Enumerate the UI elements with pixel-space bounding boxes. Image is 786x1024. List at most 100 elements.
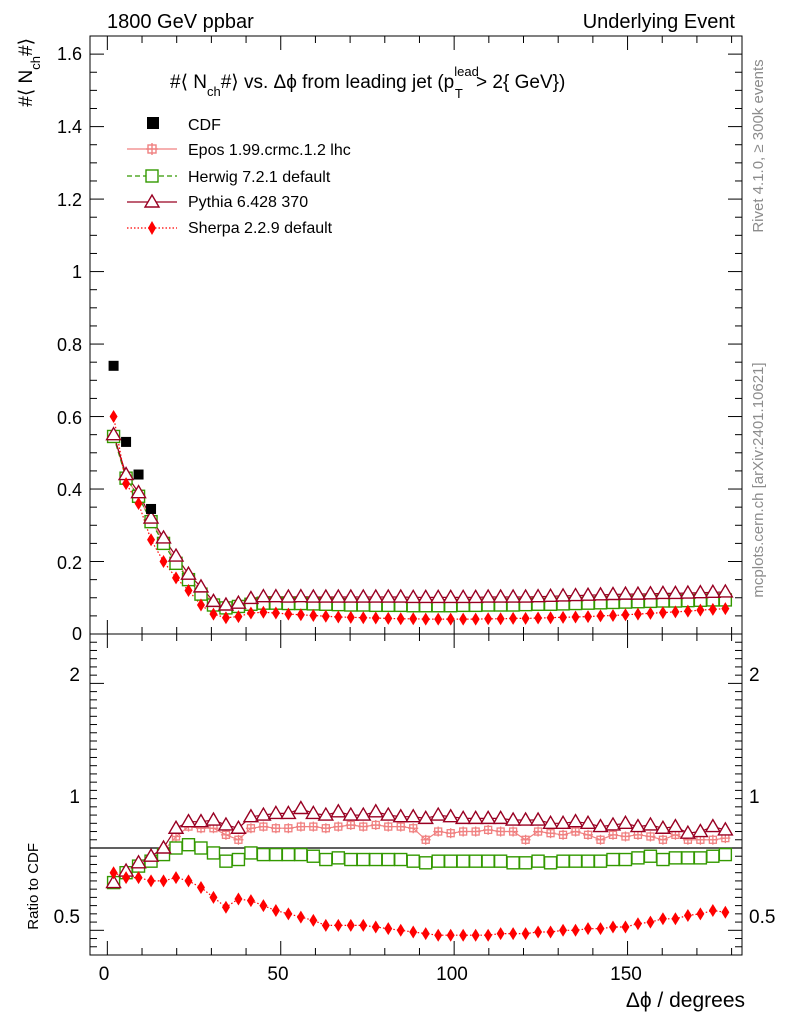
main-axis-ticks: [90, 36, 742, 635]
data-point: [380, 806, 397, 821]
data-point: [296, 608, 305, 622]
data-point: [618, 852, 633, 867]
data-point: [558, 829, 569, 840]
data-point: [592, 586, 609, 601]
data-point: [717, 583, 734, 598]
data-point: [483, 824, 494, 835]
data-point: [654, 819, 672, 834]
data-point: [617, 585, 634, 600]
data-point: [446, 612, 455, 626]
data-point: [508, 826, 519, 837]
data-point: [542, 814, 559, 830]
data-point: [471, 928, 480, 942]
ylabel-part-b: #⟩: [16, 38, 37, 56]
data-point: [169, 841, 183, 855]
data-point: [646, 606, 655, 620]
data-point: [256, 847, 271, 862]
data-point: [309, 913, 318, 927]
series-line-herwig: [113, 436, 726, 609]
data-point: [521, 611, 530, 625]
legend-marker-sherpa: [148, 221, 156, 235]
data-point: [384, 611, 393, 625]
data-point: [520, 834, 531, 845]
title-sub-t: T: [455, 86, 463, 101]
ratio-points-pythia: [105, 800, 734, 889]
data-point: [596, 922, 605, 936]
data-point: [309, 609, 318, 623]
data-point: [683, 604, 692, 618]
data-point: [258, 821, 269, 832]
data-point: [147, 874, 156, 888]
ratio-y-axis-title: Ratio to CDF: [25, 843, 42, 930]
data-point: [479, 588, 497, 603]
data-point: [319, 852, 333, 867]
ratio-tick-label: 0.5: [54, 907, 80, 928]
x-tick-labels: 0 50 100 150: [99, 964, 642, 985]
data-point: [280, 588, 297, 603]
legend-label-sherpa: Sherpa 2.2.9 default: [188, 220, 333, 237]
data-point: [458, 826, 469, 837]
data-point: [506, 856, 520, 870]
data-point: [554, 587, 572, 602]
legend-label-herwig: Herwig 7.2.1 default: [188, 169, 331, 186]
data-point: [417, 809, 434, 825]
data-point: [306, 849, 321, 863]
data-point: [593, 854, 608, 868]
data-point: [192, 813, 210, 828]
data-point: [231, 852, 246, 867]
data-point: [459, 612, 468, 626]
data-point: [155, 839, 172, 854]
data-point: [706, 849, 720, 863]
y-tick-label: 0: [72, 624, 82, 644]
y-tick-label: 0.8: [57, 335, 82, 355]
data-point: [693, 851, 708, 865]
data-point: [631, 851, 645, 865]
data-point: [209, 890, 218, 904]
ratio-line-sherpa: [113, 872, 726, 936]
x-tick-label: 100: [436, 964, 468, 985]
title-sub-ch: ch: [207, 84, 221, 99]
data-point: [267, 805, 285, 820]
main-y-tick-labels: 0 0.2 0.4 0.6 0.8 1 1.2 1.4 1.6: [57, 44, 82, 644]
data-point: [180, 565, 197, 580]
legend-marker-cdf: [147, 117, 159, 129]
data-point: [270, 823, 281, 834]
data-point: [667, 585, 684, 600]
data-point: [606, 852, 620, 867]
data-point: [172, 871, 181, 885]
data-point: [671, 912, 680, 926]
legend-label-cdf: CDF: [188, 117, 221, 134]
data-point: [371, 611, 380, 625]
legend-label-epos: Epos 1.99.crmc.1.2 lhc: [188, 142, 351, 159]
data-point: [196, 598, 205, 612]
data-point: [481, 854, 495, 868]
data-point: [419, 856, 433, 870]
legend-marker-herwig: [145, 169, 159, 183]
data-point: [692, 584, 709, 599]
data-point: [583, 829, 594, 840]
data-point: [220, 829, 231, 840]
data-point: [295, 821, 306, 832]
data-point: [121, 436, 132, 447]
data-point: [221, 611, 230, 625]
data-point: [134, 497, 143, 511]
data-point: [269, 847, 283, 862]
data-point: [431, 854, 445, 868]
data-point: [621, 920, 630, 934]
series-line-epos: [113, 434, 726, 608]
data-point: [529, 811, 547, 826]
data-point: [708, 904, 717, 918]
data-point: [358, 821, 369, 832]
data-point: [244, 846, 258, 860]
data-point: [317, 588, 335, 603]
data-point: [334, 610, 343, 624]
data-point: [219, 854, 233, 868]
plot-title: #⟨ Nch#⟩ vs. Δϕ from leading jet (plead T…: [170, 64, 565, 101]
data-point: [654, 585, 672, 600]
data-point: [330, 588, 347, 603]
data-point: [704, 583, 722, 599]
data-point: [181, 838, 196, 852]
data-point: [196, 881, 205, 895]
data-point: [518, 856, 533, 870]
data-point: [255, 588, 272, 603]
